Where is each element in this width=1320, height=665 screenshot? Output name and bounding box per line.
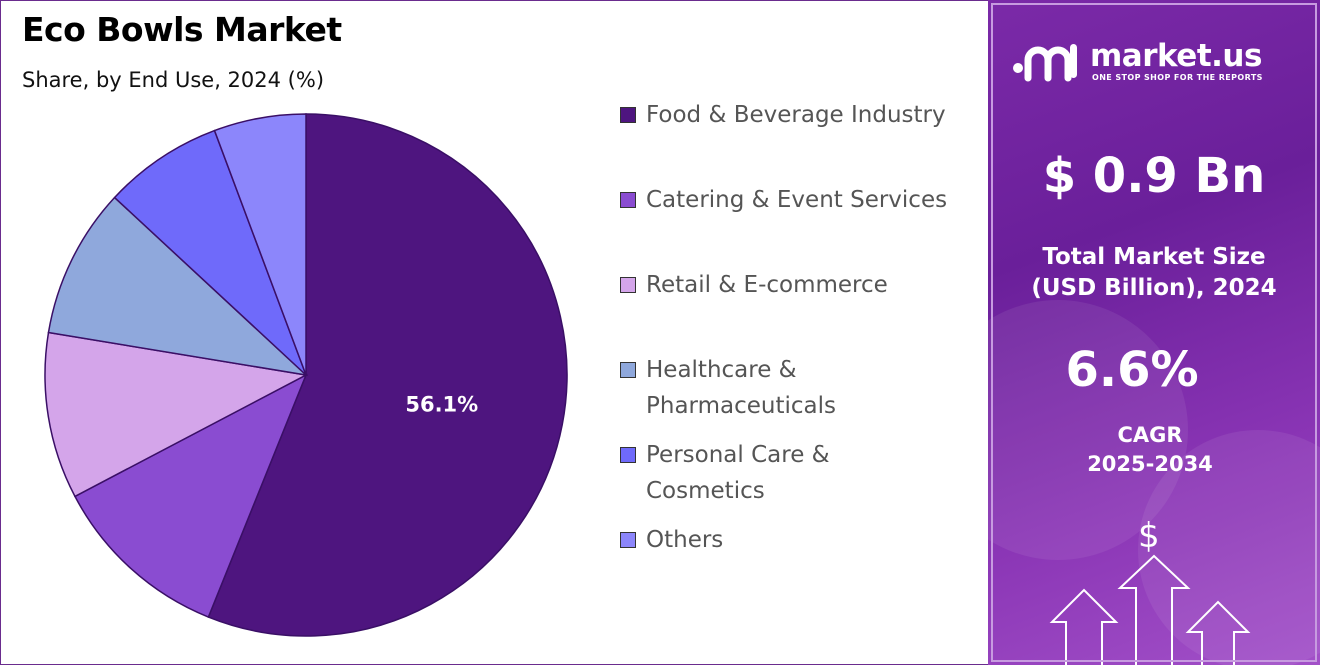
legend-item: Personal Care & Cosmetics: [620, 440, 866, 509]
legend-swatch: [620, 447, 636, 463]
brand-tagline: ONE STOP SHOP FOR THE REPORTS: [1092, 73, 1263, 82]
legend-label: Catering & Event Services: [646, 187, 948, 213]
legend-swatch: [620, 362, 636, 378]
pie-slice: [44, 331, 309, 498]
chart-panel: Eco Bowls Market Share, by End Use, 2024…: [22, 10, 976, 637]
pie-slice: [73, 373, 308, 619]
cagr-label-line2: 2025-2034: [1087, 452, 1213, 476]
market-size-value: $ 0.9 Bn: [1042, 148, 1266, 204]
legend-item: Food & Beverage Industry: [620, 100, 976, 133]
background-glow: [988, 300, 1188, 560]
legend-label: Personal Care & Cosmetics: [646, 442, 830, 504]
stats-panel: market.us ONE STOP SHOP FOR THE REPORTS …: [988, 0, 1320, 665]
brand-logo: market.us ONE STOP SHOP FOR THE REPORTS: [1010, 38, 1300, 88]
cagr-label-line1: CAGR: [1117, 423, 1183, 447]
legend-label: Food & Beverage Industry: [646, 102, 946, 128]
legend-item: Healthcare & Pharmaceuticals: [620, 355, 846, 424]
chart-title: Eco Bowls Market: [22, 10, 342, 49]
legend-label: Others: [646, 527, 724, 553]
arrow-up-icon: [1185, 600, 1251, 665]
pie-data-label: 56.1%: [405, 392, 478, 416]
background-glow: [1138, 430, 1320, 665]
arrow-up-icon: [1117, 554, 1191, 665]
legend-swatch: [620, 192, 636, 208]
legend-item: Retail & E-commerce: [620, 270, 976, 303]
legend-swatch: [620, 107, 636, 123]
pie-slice: [207, 113, 568, 637]
legend-label: Retail & E-commerce: [646, 272, 888, 298]
market-size-label-line2: (USD Billion), 2024: [1031, 275, 1277, 301]
legend-item: Others: [620, 525, 976, 558]
pie-slice: [113, 129, 307, 376]
logo-icon: [1013, 44, 1077, 82]
legend-item: Catering & Event Services: [620, 185, 976, 218]
pie-slice: [47, 196, 309, 377]
market-size-label-line1: Total Market Size: [1042, 244, 1266, 270]
legend-swatch: [620, 277, 636, 293]
pie-slice: [213, 113, 307, 376]
chart-subtitle: Share, by End Use, 2024 (%): [22, 68, 325, 92]
arrow-up-icon: [1049, 588, 1119, 665]
legend-swatch: [620, 532, 636, 548]
legend-label: Healthcare & Pharmaceuticals: [646, 357, 836, 419]
brand-name: market.us: [1090, 38, 1262, 74]
cagr-value: 6.6%: [1065, 342, 1199, 398]
dollar-icon: $: [1138, 516, 1160, 556]
growth-arrows: [1049, 554, 1251, 665]
pie-chart: 56.1%: [44, 113, 568, 637]
